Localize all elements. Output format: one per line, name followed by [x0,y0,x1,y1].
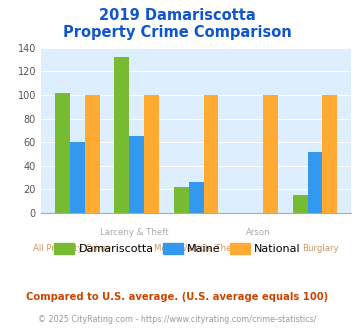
Legend: Damariscotta, Maine, National: Damariscotta, Maine, National [50,239,305,258]
Bar [293,195,307,213]
Bar [70,142,85,213]
Text: Property Crime Comparison: Property Crime Comparison [63,25,292,40]
Bar [263,95,278,213]
Text: 2019 Damariscotta: 2019 Damariscotta [99,8,256,23]
Text: Burglary: Burglary [302,244,339,253]
Text: Arson: Arson [246,228,271,237]
Text: Larceny & Theft: Larceny & Theft [100,228,168,237]
Bar [85,95,99,213]
Bar [189,182,203,213]
Text: Compared to U.S. average. (U.S. average equals 100): Compared to U.S. average. (U.S. average … [26,292,329,302]
Bar [322,95,337,213]
Bar [129,136,144,213]
Text: © 2025 CityRating.com - https://www.cityrating.com/crime-statistics/: © 2025 CityRating.com - https://www.city… [38,315,317,324]
Bar [203,95,218,213]
Bar [114,57,129,213]
Bar [174,187,189,213]
Bar [307,151,322,213]
Text: All Property Crime: All Property Crime [33,244,111,253]
Text: Motor Vehicle Theft: Motor Vehicle Theft [154,244,238,253]
Bar [55,93,70,213]
Bar [144,95,159,213]
